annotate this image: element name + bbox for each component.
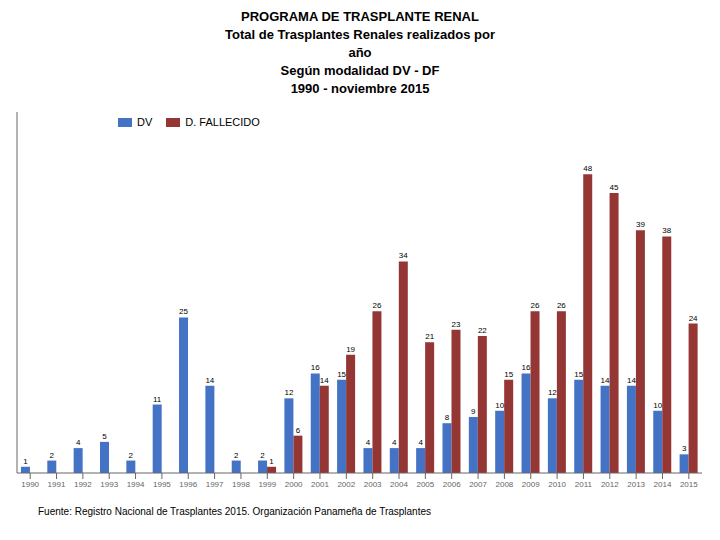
svg-text:2012: 2012: [601, 480, 619, 489]
svg-text:2008: 2008: [496, 480, 514, 489]
svg-text:2: 2: [260, 451, 265, 460]
svg-text:2007: 2007: [469, 480, 487, 489]
svg-text:14: 14: [320, 376, 329, 385]
svg-text:3: 3: [682, 444, 687, 453]
svg-text:1999: 1999: [258, 480, 276, 489]
svg-text:12: 12: [548, 388, 557, 397]
svg-text:2: 2: [129, 451, 134, 460]
svg-text:45: 45: [610, 183, 619, 192]
svg-text:2015: 2015: [680, 480, 698, 489]
svg-text:2014: 2014: [654, 480, 672, 489]
svg-text:1: 1: [23, 457, 28, 466]
svg-text:1994: 1994: [127, 480, 145, 489]
svg-text:8: 8: [445, 413, 450, 422]
svg-text:48: 48: [583, 164, 592, 173]
svg-text:2009: 2009: [522, 480, 540, 489]
svg-text:15: 15: [504, 370, 513, 379]
svg-text:1995: 1995: [153, 480, 171, 489]
svg-text:1998: 1998: [232, 480, 250, 489]
html-text:Total de Trasplantes Renales r: Total de Trasplantes Renales realizados …: [225, 27, 495, 42]
html-text:año: año: [348, 45, 372, 60]
svg-text:1: 1: [269, 457, 274, 466]
svg-text:16: 16: [522, 363, 531, 372]
svg-text:1997: 1997: [206, 480, 224, 489]
svg-text:1990: 1990: [21, 480, 39, 489]
svg-text:2002: 2002: [337, 480, 355, 489]
svg-text:23: 23: [452, 320, 461, 329]
svg-text:2: 2: [50, 451, 55, 460]
svg-text:25: 25: [179, 307, 188, 316]
svg-text:2006: 2006: [443, 480, 461, 489]
svg-text:26: 26: [372, 301, 381, 310]
svg-text:2010: 2010: [548, 480, 566, 489]
svg-text:2001: 2001: [311, 480, 329, 489]
svg-text:2011: 2011: [575, 480, 593, 489]
svg-text:1992: 1992: [74, 480, 92, 489]
svg-text:26: 26: [531, 301, 540, 310]
svg-text:26: 26: [557, 301, 566, 310]
svg-text:38: 38: [662, 226, 671, 235]
svg-text:39: 39: [636, 220, 645, 229]
svg-text:5: 5: [102, 432, 107, 441]
svg-text:1993: 1993: [100, 480, 118, 489]
svg-text:2013: 2013: [627, 480, 645, 489]
svg-text:10: 10: [653, 401, 662, 410]
svg-text:12: 12: [284, 388, 293, 397]
svg-text:21: 21: [425, 332, 434, 341]
svg-text:15: 15: [337, 370, 346, 379]
svg-text:22: 22: [478, 326, 487, 335]
svg-text:4: 4: [418, 438, 423, 447]
svg-text:14: 14: [205, 376, 214, 385]
html-text:1990 - noviembre 2015: 1990 - noviembre 2015: [290, 81, 430, 96]
svg-text:14: 14: [627, 376, 636, 385]
html-text:Según modalidad DV - DF: Según modalidad DV - DF: [280, 63, 440, 78]
svg-text:19: 19: [346, 345, 355, 354]
svg-text:6: 6: [296, 426, 301, 435]
svg-text:16: 16: [311, 363, 320, 372]
svg-text:34: 34: [399, 251, 408, 260]
svg-text:2: 2: [234, 451, 239, 460]
svg-text:11: 11: [153, 395, 162, 404]
svg-text:2005: 2005: [416, 480, 434, 489]
svg-text:2003: 2003: [364, 480, 382, 489]
svg-text:2004: 2004: [390, 480, 408, 489]
html-text:D. FALLECIDO: D. FALLECIDO: [185, 116, 260, 128]
svg-text:4: 4: [366, 438, 371, 447]
html-text:DV: DV: [137, 116, 153, 128]
svg-text:4: 4: [392, 438, 397, 447]
html-text:Fuente: Registro Nacional de T: Fuente: Registro Nacional de Trasplantes…: [38, 506, 431, 517]
svg-text:15: 15: [574, 370, 583, 379]
svg-text:9: 9: [471, 407, 476, 416]
html-text:PROGRAMA DE TRASPLANTE RENAL: PROGRAMA DE TRASPLANTE RENAL: [241, 9, 479, 24]
svg-text:4: 4: [76, 438, 81, 447]
svg-text:2000: 2000: [285, 480, 303, 489]
svg-text:1996: 1996: [179, 480, 197, 489]
svg-text:24: 24: [689, 314, 698, 323]
svg-text:1991: 1991: [48, 480, 66, 489]
svg-text:14: 14: [601, 376, 610, 385]
svg-text:10: 10: [495, 401, 504, 410]
